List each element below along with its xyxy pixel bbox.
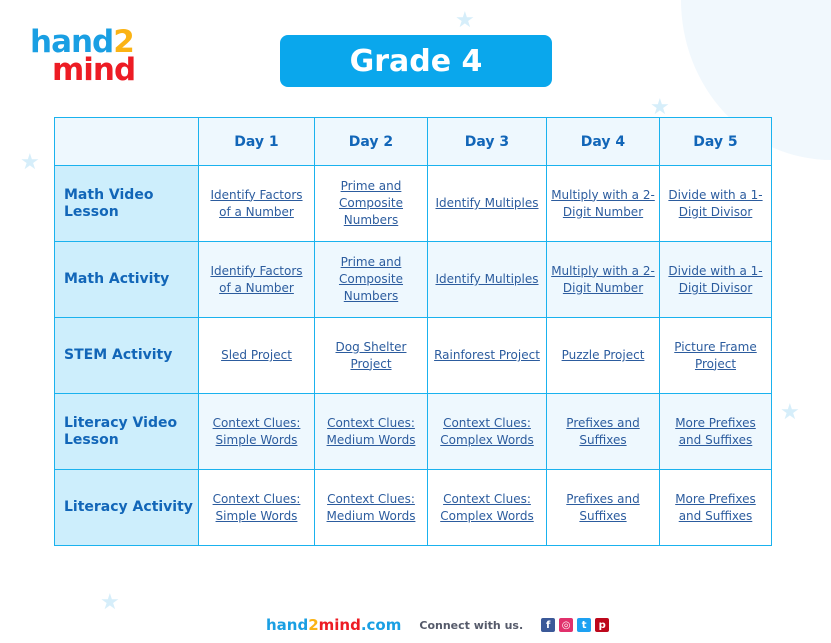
table-cell: Prefixes and Suffixes <box>546 393 660 470</box>
table-cell: More Prefixes and Suffixes <box>659 393 772 470</box>
star-icon: ★ <box>780 400 800 425</box>
lesson-link[interactable]: Prefixes and Suffixes <box>566 415 640 447</box>
column-header: Day 3 <box>427 117 547 166</box>
table-row: Math Activity Identify Factors of a Numbe… <box>54 241 772 318</box>
lesson-link[interactable]: Prime and Composite Numbers <box>338 255 404 303</box>
lesson-link[interactable]: Prime and Composite Numbers <box>338 179 404 227</box>
table-cell: Multiply with a 2-Digit Number <box>546 241 660 318</box>
row-label: Literacy Activity <box>54 469 199 546</box>
table-cell: Picture Frame Project <box>659 317 772 394</box>
lesson-link[interactable]: Multiply with a 2-Digit Number <box>551 263 655 295</box>
row-label: STEM Activity <box>54 317 199 394</box>
table-cell: Rainforest Project <box>427 317 547 394</box>
connect-label: Connect with us. <box>419 618 524 632</box>
star-icon: ★ <box>455 8 475 33</box>
row-label: Math Video Lesson <box>54 165 199 242</box>
lesson-link[interactable]: Dog Shelter Project <box>335 339 407 371</box>
lesson-link[interactable]: Divide with a 1-Digit Divisor <box>668 263 763 295</box>
lesson-link[interactable]: Context Clues: Complex Words <box>440 415 534 447</box>
table-cell: Identify Multiples <box>427 165 547 242</box>
lesson-link[interactable]: Identify Multiples <box>435 272 539 286</box>
table-cell: Prime and Composite Numbers <box>314 241 428 318</box>
column-header: Day 4 <box>546 117 660 166</box>
table-cell: Prefixes and Suffixes <box>546 469 660 546</box>
table-cell: Context Clues: Simple Words <box>198 393 315 470</box>
table-cell: Divide with a 1-Digit Divisor <box>659 241 772 318</box>
lesson-link[interactable]: More Prefixes and Suffixes <box>675 415 756 447</box>
lesson-link[interactable]: Puzzle Project <box>561 348 645 362</box>
lesson-link[interactable]: Context Clues: Complex Words <box>440 491 534 523</box>
lesson-link[interactable]: Identify Multiples <box>435 196 539 210</box>
lesson-link[interactable]: Context Clues: Simple Words <box>212 415 301 447</box>
lesson-link[interactable]: Context Clues: Medium Words <box>326 415 416 447</box>
hand2mind-logo: hand2 mind <box>30 24 136 88</box>
lesson-link[interactable]: Rainforest Project <box>434 348 540 362</box>
table-row: Literacy Video Lesson Context Clues: Simp… <box>54 393 772 470</box>
column-header: Day 2 <box>314 117 428 166</box>
page-title: Grade 4 <box>280 35 552 87</box>
table-cell: Context Clues: Complex Words <box>427 393 547 470</box>
table-cell: Prime and Composite Numbers <box>314 165 428 242</box>
table-cell: Sled Project <box>198 317 315 394</box>
twitter-icon[interactable]: t <box>577 618 592 632</box>
table-cell: Puzzle Project <box>546 317 660 394</box>
table-cell: Divide with a 1-Digit Divisor <box>659 165 772 242</box>
facebook-icon[interactable]: f <box>541 618 556 632</box>
table-cell: Identify Multiples <box>427 241 547 318</box>
lesson-link[interactable]: Sled Project <box>221 348 292 362</box>
table-cell: Context Clues: Complex Words <box>427 469 547 546</box>
lesson-link[interactable]: Identify Factors of a Number <box>210 263 303 295</box>
column-header <box>54 117 199 166</box>
table-cell: Context Clues: Medium Words <box>314 393 428 470</box>
column-header: Day 5 <box>659 117 772 166</box>
website-link[interactable]: hand2mind.com <box>266 616 402 634</box>
table-cell: Dog Shelter Project <box>314 317 428 394</box>
table-cell: Context Clues: Medium Words <box>314 469 428 546</box>
instagram-icon[interactable]: ◎ <box>559 618 574 632</box>
pinterest-icon[interactable]: p <box>595 618 610 632</box>
table-cell: Identify Factors of a Number <box>198 165 315 242</box>
star-icon: ★ <box>20 150 40 175</box>
column-header: Day 1 <box>198 117 315 166</box>
lesson-link[interactable]: Context Clues: Medium Words <box>326 491 416 523</box>
lesson-link[interactable]: Identify Factors of a Number <box>210 187 303 219</box>
table-row: Math Video Lesson Identify Factors of a N… <box>54 165 772 242</box>
lesson-link[interactable]: Prefixes and Suffixes <box>566 491 640 523</box>
row-label: Literacy Video Lesson <box>54 393 199 470</box>
lesson-link[interactable]: Multiply with a 2-Digit Number <box>551 187 655 219</box>
star-icon: ★ <box>100 590 120 615</box>
table-cell: Context Clues: Simple Words <box>198 469 315 546</box>
table-cell: Identify Factors of a Number <box>198 241 315 318</box>
footer: hand2mind.com Connect with us. f ◎ t p <box>266 616 610 634</box>
table-row: Literacy Activity Context Clues: Simple W… <box>54 469 772 546</box>
lesson-link[interactable]: Picture Frame Project <box>674 339 757 371</box>
row-label: Math Activity <box>54 241 199 318</box>
social-links: f ◎ t p <box>541 618 610 632</box>
header-row: Day 1 Day 2 Day 3 Day 4 Day 5 <box>54 117 772 166</box>
lesson-link[interactable]: Divide with a 1-Digit Divisor <box>668 187 763 219</box>
schedule-table: Day 1 Day 2 Day 3 Day 4 Day 5 Math Video Les… <box>54 117 772 546</box>
table-cell: More Prefixes and Suffixes <box>659 469 772 546</box>
table-row: STEM Activity Sled Project Dog Shelter Pro… <box>54 317 772 394</box>
lesson-link[interactable]: Context Clues: Simple Words <box>212 491 301 523</box>
table-cell: Multiply with a 2-Digit Number <box>546 165 660 242</box>
star-icon: ★ <box>650 95 670 120</box>
lesson-link[interactable]: More Prefixes and Suffixes <box>675 491 756 523</box>
